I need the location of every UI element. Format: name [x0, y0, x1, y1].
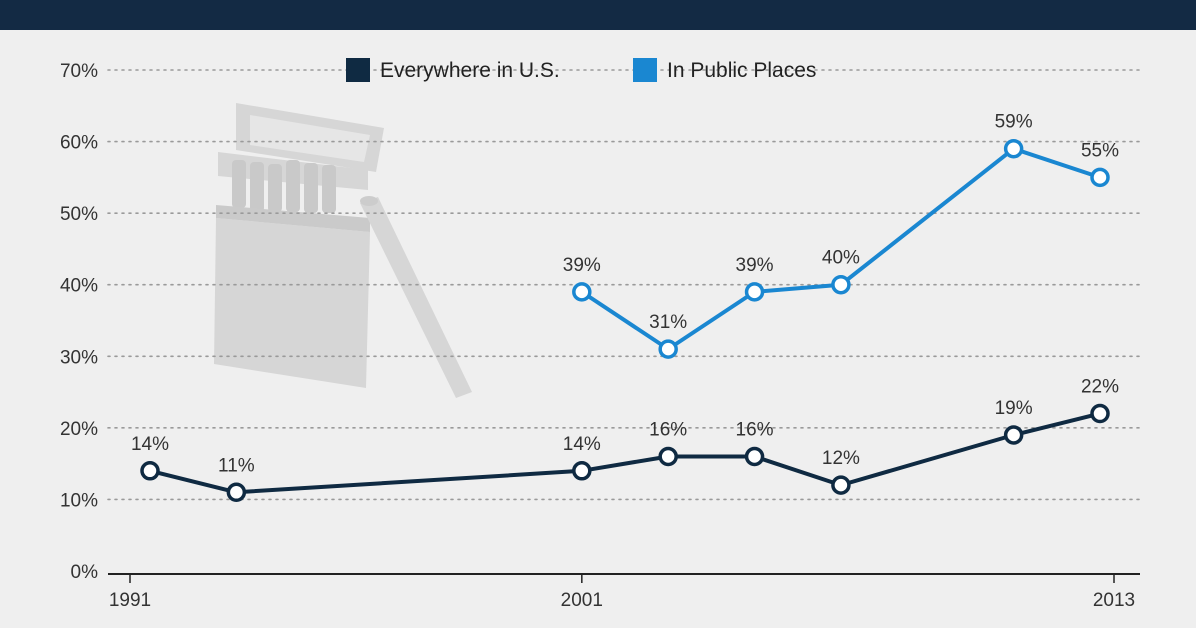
- legend: Everywhere in U.S. In Public Places: [346, 58, 816, 82]
- series: 14% 11% 14% 16% 16% 12% 19% 22% 39% 31% 39% 40% 59% 5…: [131, 112, 1119, 503]
- data-label: 39%: [736, 255, 774, 276]
- data-point: [140, 461, 160, 481]
- y-tick-label: 70%: [60, 61, 98, 82]
- series-public-places: 39% 31% 39% 40% 59% 55%: [563, 112, 1119, 359]
- data-point: [572, 461, 592, 481]
- header-bar: [0, 0, 1196, 30]
- data-point: [1003, 138, 1024, 159]
- data-label: 16%: [649, 419, 687, 440]
- legend-swatch-everywhere: [346, 58, 370, 82]
- x-tick-label: 1991: [109, 590, 151, 611]
- y-tick-label: 50%: [60, 204, 98, 225]
- data-point: [658, 446, 678, 467]
- data-label: 19%: [995, 398, 1033, 419]
- data-point: [744, 282, 765, 302]
- data-point: [1090, 167, 1110, 188]
- legend-swatch-public-places: [633, 58, 657, 82]
- axes: 0% 10% 20% 30% 40% 50% 60% 70% 1991 2001 2013: [60, 61, 1140, 611]
- data-label: 55%: [1081, 140, 1119, 161]
- data-point: [1090, 403, 1110, 424]
- data-point: [831, 274, 851, 295]
- y-tick-label: 30%: [60, 347, 98, 368]
- data-point: [572, 282, 592, 302]
- data-point: [658, 339, 678, 359]
- y-tick-label: 10%: [60, 490, 98, 511]
- x-tick-label: 2013: [1093, 590, 1135, 611]
- data-point: [744, 446, 765, 467]
- legend-label-everywhere: Everywhere in U.S.: [380, 59, 560, 82]
- series-everywhere: 14% 11% 14% 16% 16% 12% 19% 22%: [131, 377, 1119, 503]
- y-tick-label: 60%: [60, 133, 98, 154]
- data-label: 22%: [1081, 377, 1119, 398]
- series-line: [580, 146, 1101, 352]
- data-label: 59%: [995, 112, 1033, 133]
- data-label: 14%: [131, 434, 169, 455]
- y-tick-label: 40%: [60, 276, 98, 297]
- data-point: [1003, 425, 1024, 445]
- cigarette-pack-icon: [214, 103, 472, 398]
- data-label: 16%: [736, 419, 774, 440]
- series-line: [149, 411, 1101, 495]
- data-label: 14%: [563, 434, 601, 455]
- data-label: 11%: [218, 455, 255, 476]
- legend-label-public-places: In Public Places: [667, 59, 816, 82]
- data-label: 12%: [822, 448, 860, 469]
- data-label: 39%: [563, 255, 601, 276]
- data-point: [226, 482, 247, 503]
- data-point: [831, 475, 851, 495]
- data-label: 40%: [822, 248, 860, 269]
- data-label: 31%: [649, 312, 687, 333]
- x-tick-label: 2001: [561, 590, 603, 611]
- y-tick-label: 0%: [71, 562, 99, 583]
- y-tick-label: 20%: [60, 419, 98, 440]
